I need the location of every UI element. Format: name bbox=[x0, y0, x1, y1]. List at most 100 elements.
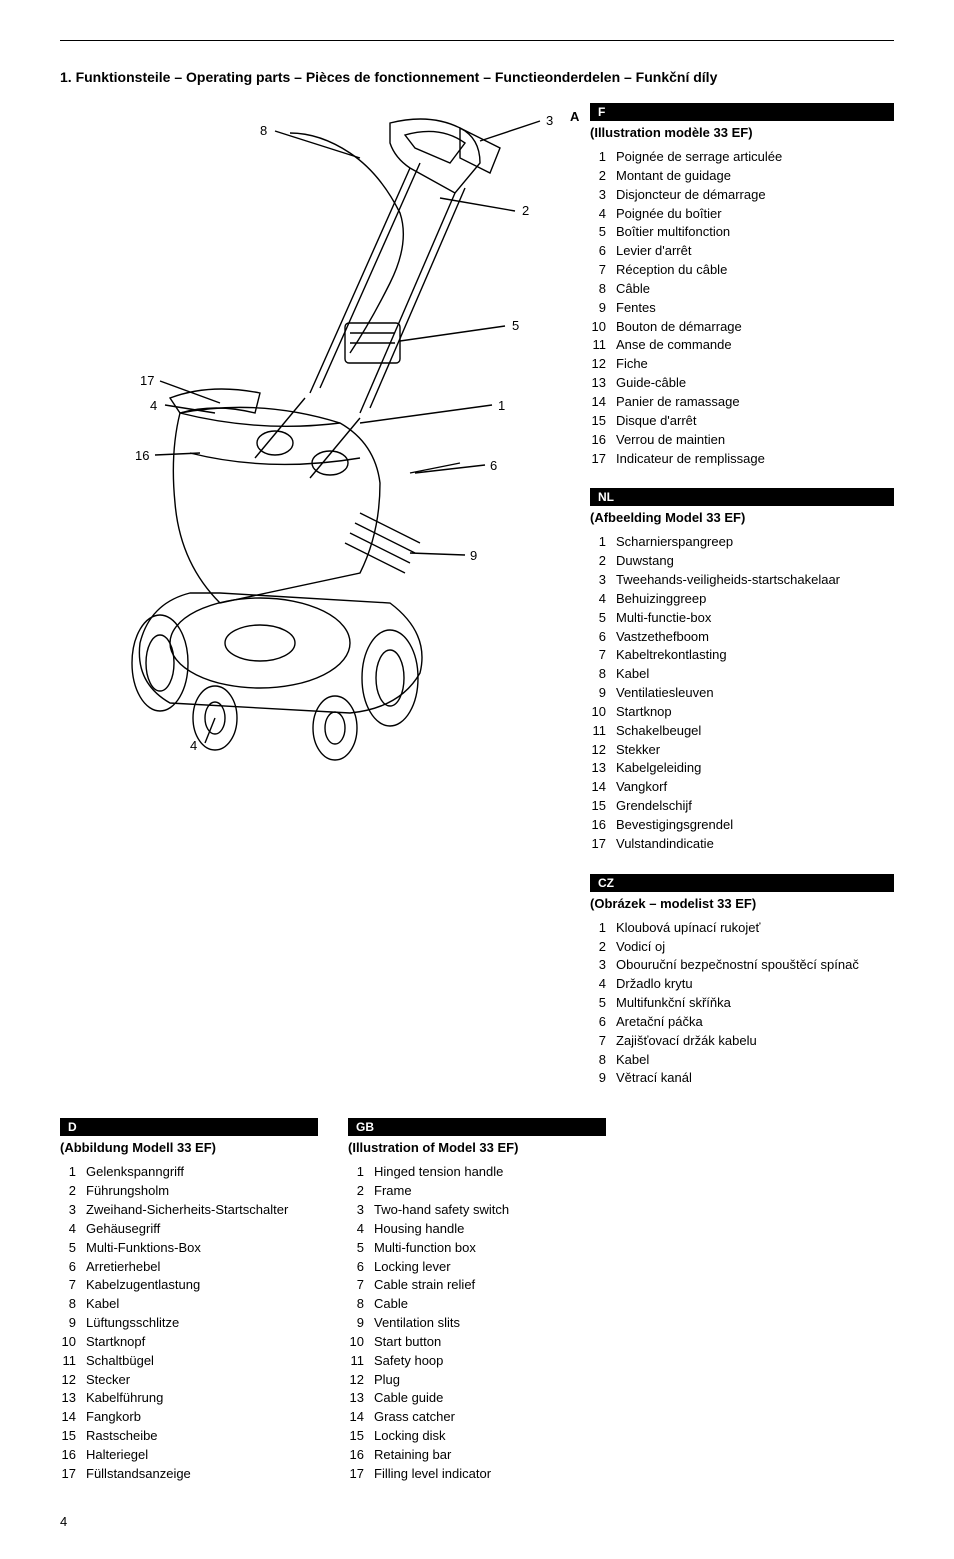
list-item: 7Zajišťovací držák kabelu bbox=[590, 1032, 894, 1051]
item-label: Grass catcher bbox=[374, 1408, 455, 1427]
item-number: 12 bbox=[60, 1371, 86, 1390]
item-label: Grendelschijf bbox=[616, 797, 692, 816]
item-label: Tweehands-veiligheids-startschakelaar bbox=[616, 571, 840, 590]
item-number: 4 bbox=[590, 205, 616, 224]
item-label: Fiche bbox=[616, 355, 648, 374]
item-label: Lüftungsschlitze bbox=[86, 1314, 179, 1333]
list-item: 3Zweihand-Sicherheits-Startschalter bbox=[60, 1201, 318, 1220]
item-number: 8 bbox=[590, 1051, 616, 1070]
list-item: 10Start button bbox=[348, 1333, 606, 1352]
list-item: 12Fiche bbox=[590, 355, 894, 374]
item-label: Držadlo krytu bbox=[616, 975, 693, 994]
spacer-col bbox=[636, 1118, 894, 1483]
section-nl: NL (Afbeelding Model 33 EF) 1Scharniersp… bbox=[590, 488, 894, 853]
item-number: 15 bbox=[348, 1427, 374, 1446]
item-label: Zajišťovací držák kabelu bbox=[616, 1032, 757, 1051]
item-number: 16 bbox=[590, 816, 616, 835]
item-label: Kabeltrekontlasting bbox=[616, 646, 727, 665]
list-item: 2Führungsholm bbox=[60, 1182, 318, 1201]
item-number: 10 bbox=[590, 703, 616, 722]
list-item: 11Safety hoop bbox=[348, 1352, 606, 1371]
item-label: Two-hand safety switch bbox=[374, 1201, 509, 1220]
item-label: Filling level indicator bbox=[374, 1465, 491, 1484]
item-label: Locking disk bbox=[374, 1427, 446, 1446]
item-label: Disque d'arrêt bbox=[616, 412, 697, 431]
item-number: 13 bbox=[590, 374, 616, 393]
top-rule bbox=[60, 40, 894, 41]
mower-diagram: 8325174116694 A bbox=[60, 103, 560, 763]
item-label: Retaining bar bbox=[374, 1446, 451, 1465]
list-item: 4Poignée du boîtier bbox=[590, 205, 894, 224]
list-item: 3Obouruční bezpečnostní spouštěcí spínač bbox=[590, 956, 894, 975]
callout-4: 4 bbox=[150, 398, 157, 413]
list-item: 10Startknopf bbox=[60, 1333, 318, 1352]
list-item: 10Startknop bbox=[590, 703, 894, 722]
callout-3: 3 bbox=[546, 113, 553, 128]
list-item: 14Panier de ramassage bbox=[590, 393, 894, 412]
list-item: 11Schakelbeugel bbox=[590, 722, 894, 741]
item-label: Kabel bbox=[616, 1051, 649, 1070]
upper-row: 8325174116694 A bbox=[60, 103, 894, 1108]
item-label: Kabel bbox=[616, 665, 649, 684]
item-number: 12 bbox=[590, 355, 616, 374]
item-number: 5 bbox=[60, 1239, 86, 1258]
item-number: 3 bbox=[590, 186, 616, 205]
item-label: Boîtier multifonction bbox=[616, 223, 730, 242]
item-label: Schakelbeugel bbox=[616, 722, 701, 741]
item-number: 16 bbox=[590, 431, 616, 450]
callout-8: 8 bbox=[260, 123, 267, 138]
section-gb: GB (Illustration of Model 33 EF) 1Hinged… bbox=[348, 1118, 606, 1483]
item-number: 8 bbox=[590, 665, 616, 684]
right-column: F (Illustration modèle 33 EF) 1Poignée d… bbox=[590, 103, 894, 1108]
list-item: 1Poignée de serrage articulée bbox=[590, 148, 894, 167]
list-item: 5Multi-functie-box bbox=[590, 609, 894, 628]
list-item: 16Verrou de maintien bbox=[590, 431, 894, 450]
item-label: Füllstandsanzeige bbox=[86, 1465, 191, 1484]
item-label: Montant de guidage bbox=[616, 167, 731, 186]
list-item: 7Kabeltrekontlasting bbox=[590, 646, 894, 665]
list-item: 4Behuizinggreep bbox=[590, 590, 894, 609]
item-label: Multi-functie-box bbox=[616, 609, 711, 628]
item-number: 11 bbox=[348, 1352, 374, 1371]
item-label: Start button bbox=[374, 1333, 441, 1352]
item-number: 15 bbox=[590, 412, 616, 431]
list-item: 10Bouton de démarrage bbox=[590, 318, 894, 337]
item-number: 4 bbox=[590, 975, 616, 994]
item-label: Gehäusegriff bbox=[86, 1220, 160, 1239]
list-item: 9Větrací kanál bbox=[590, 1069, 894, 1088]
list-item: 6Levier d'arrêt bbox=[590, 242, 894, 261]
item-label: Plug bbox=[374, 1371, 400, 1390]
item-label: Hinged tension handle bbox=[374, 1163, 503, 1182]
subtitle-cz: (Obrázek – modelist 33 EF) bbox=[590, 896, 894, 911]
list-item: 9Lüftungsschlitze bbox=[60, 1314, 318, 1333]
item-label: Réception du câble bbox=[616, 261, 727, 280]
list-item: 5Multi-function box bbox=[348, 1239, 606, 1258]
item-number: 9 bbox=[590, 299, 616, 318]
item-label: Kabel bbox=[86, 1295, 119, 1314]
item-number: 11 bbox=[590, 336, 616, 355]
item-number: 1 bbox=[348, 1163, 374, 1182]
lang-bar-f: F bbox=[590, 103, 894, 121]
item-label: Frame bbox=[374, 1182, 412, 1201]
list-item: 2Montant de guidage bbox=[590, 167, 894, 186]
item-number: 16 bbox=[348, 1446, 374, 1465]
item-number: 17 bbox=[60, 1465, 86, 1484]
item-number: 8 bbox=[60, 1295, 86, 1314]
item-number: 7 bbox=[590, 646, 616, 665]
list-item: 3Two-hand safety switch bbox=[348, 1201, 606, 1220]
item-number: 9 bbox=[60, 1314, 86, 1333]
item-label: Zweihand-Sicherheits-Startschalter bbox=[86, 1201, 288, 1220]
list-nl: 1Scharnierspangreep2Duwstang3Tweehands-v… bbox=[590, 533, 894, 853]
section-cz: CZ (Obrázek – modelist 33 EF) 1Kloubová … bbox=[590, 874, 894, 1089]
list-item: 1Scharnierspangreep bbox=[590, 533, 894, 552]
lang-code: D bbox=[68, 1120, 77, 1134]
item-number: 2 bbox=[60, 1182, 86, 1201]
item-label: Guide-câble bbox=[616, 374, 686, 393]
callout-16: 16 bbox=[135, 448, 149, 463]
item-number: 6 bbox=[590, 242, 616, 261]
item-label: Anse de commande bbox=[616, 336, 732, 355]
item-number: 3 bbox=[348, 1201, 374, 1220]
item-number: 7 bbox=[348, 1276, 374, 1295]
item-number: 3 bbox=[590, 571, 616, 590]
item-number: 6 bbox=[590, 628, 616, 647]
